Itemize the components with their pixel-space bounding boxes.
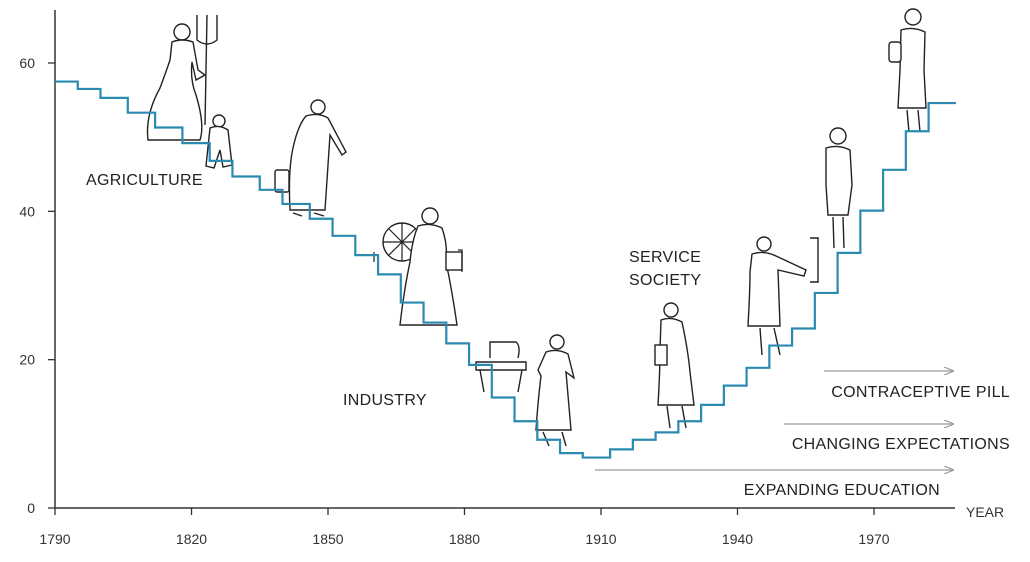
y-ticks: 0 20 40 60 [19,55,55,516]
x-ticks: 1790 1820 1850 1880 1910 1940 1970 [39,508,890,547]
x-tick-label: 1850 [312,531,343,547]
era-label-industry: INDUSTRY [343,392,427,409]
trend-label-contraceptive-pill: CONTRACEPTIVE PILL [831,384,1010,401]
trend-label-expanding-education: EXPANDING EDUCATION [744,482,940,499]
x-tick-label: 1880 [449,531,480,547]
series [55,80,956,459]
trend-arrows: CONTRACEPTIVE PILL CHANGING EXPECTATIONS… [595,371,1010,499]
farm-woman-illustration [146,14,233,169]
x-tick-label: 1820 [176,531,207,547]
office-woman-illustration [747,236,819,356]
x-tick-label: 1940 [722,531,753,547]
illustrations [146,8,927,447]
spinning-wheel-woman-illustration [373,207,463,326]
x-axis-title: YEAR [966,504,1004,520]
y-tick-label: 60 [19,55,35,71]
trend-label-changing-expectations: CHANGING EXPECTATIONS [792,436,1010,453]
modern-woman-illustration [888,8,927,133]
woman-with-book-illustration [654,302,695,429]
era-labels: AGRICULTURE INDUSTRY SERVICE SOCIETY [86,172,701,409]
x-tick-label: 1970 [858,531,889,547]
axes: 1790 1820 1850 1880 1910 1940 1970 0 20 40 60 YEA… [19,10,1004,547]
era-label-service: SERVICE [629,249,701,266]
factory-woman-illustration [535,334,576,447]
era-label-agriculture: AGRICULTURE [86,172,203,189]
x-tick-label: 1790 [39,531,70,547]
woman-with-bucket-illustration [274,99,347,217]
y-tick-label: 40 [19,203,35,219]
sewing-machine-illustration [475,341,527,393]
business-woman-illustration [825,127,853,249]
y-tick-label: 20 [19,352,35,368]
series-step-line [55,80,956,459]
y-tick-label: 0 [27,500,35,516]
x-tick-label: 1910 [585,531,616,547]
era-label-society: SOCIETY [629,272,701,289]
